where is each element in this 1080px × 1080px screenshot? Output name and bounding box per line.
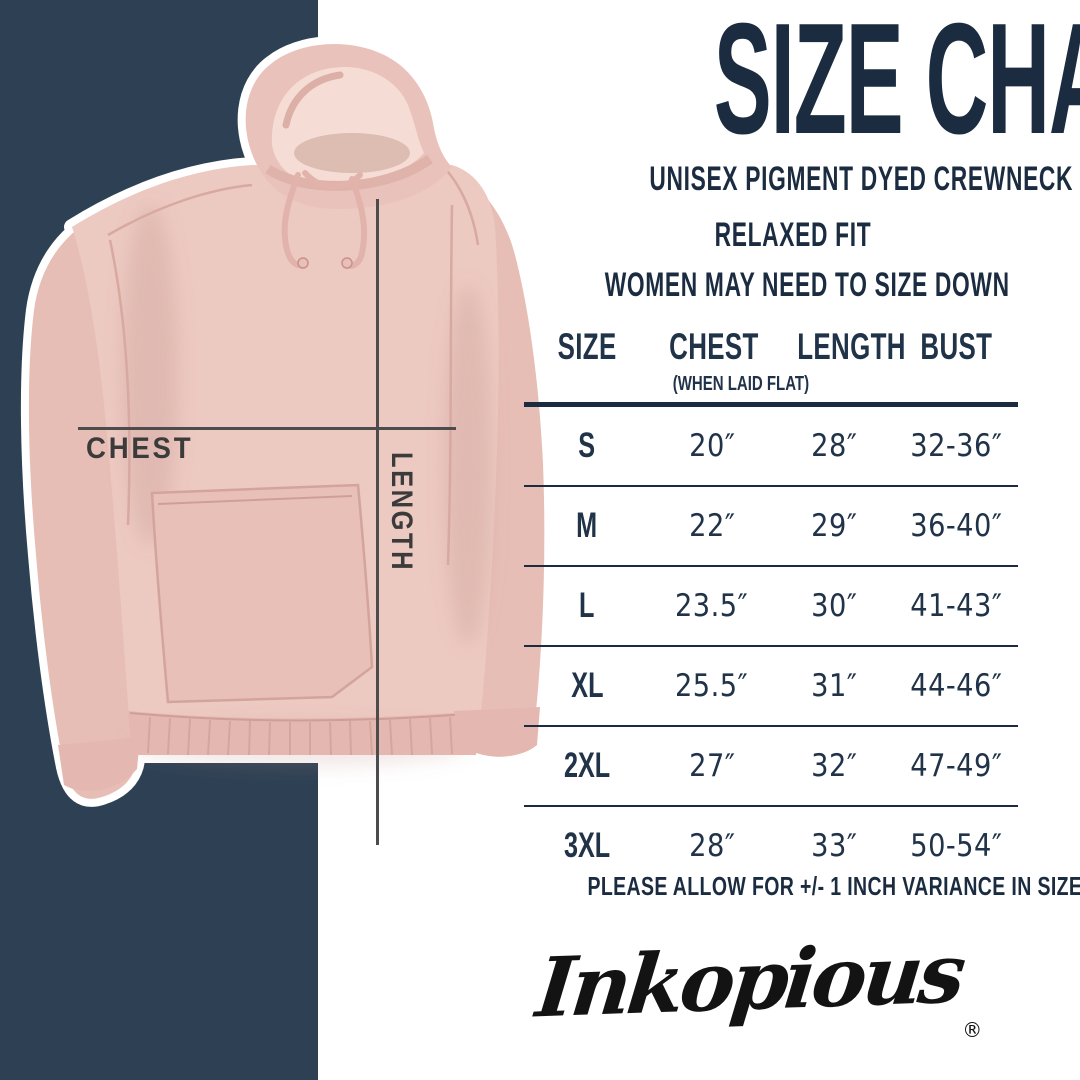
chest-measure-label: CHEST [86,432,194,465]
col-header-length: LENGTH [797,326,906,367]
brand-logo-text: Inkopious [531,925,967,1037]
length-measure-label: LENGTH [385,452,418,573]
subtitle-sizing-note: WOMEN MAY NEED TO SIZE DOWN [604,266,1010,304]
size-table: SIZE CHEST LENGTH BUST (WHEN LAID FLAT) … [524,328,1018,885]
hoodie-photo [20,36,553,807]
col-header-chest: CHEST [669,326,759,367]
hoodie-body-art [28,44,545,799]
subtitle-product: UNISEX PIGMENT DYED CREWNECK SWEATSHIRT [649,160,1080,198]
chest-note: (WHEN LAID FLAT) [672,373,810,395]
table-row-m: M 22″ 29″ 36-40″ [524,487,1018,567]
page-title: SIZE CHART [505,0,1080,208]
length-measure-line [376,199,379,845]
table-row-s: S 20″ 28″ 32-36″ [524,407,1018,487]
table-header-rule [524,402,1018,407]
table-row-3xl: 3XL 28″ 33″ 50-54″ [563,826,1003,865]
variance-disclaimer: PLEASE ALLOW FOR +/- 1 INCH VARIANCE IN … [587,871,1080,901]
hoodie-pocket [150,483,374,704]
subtitle-fit: RELAXED FIT [714,216,871,254]
col-header-bust: BUST [920,326,992,367]
col-header-size: SIZE [557,326,617,367]
brand-logo: Inkopious® [460,926,1060,1042]
chest-measure-line [78,427,456,430]
page-title-text: SIZE CHART [713,0,1080,167]
hoodie-drawstrings [281,170,368,269]
chest-note-row: (WHEN LAID FLAT) [524,374,1018,396]
table-row-2xl: 2XL 27″ 32″ 47-49″ [524,727,1018,807]
size-table-header: SIZE CHEST LENGTH BUST [524,328,1018,374]
registered-trademark-icon: ® [962,1018,983,1042]
table-row-xl: XL 25.5″ 31″ 44-46″ [524,647,1018,727]
table-row-l: L 23.5″ 30″ 41-43″ [524,567,1018,647]
